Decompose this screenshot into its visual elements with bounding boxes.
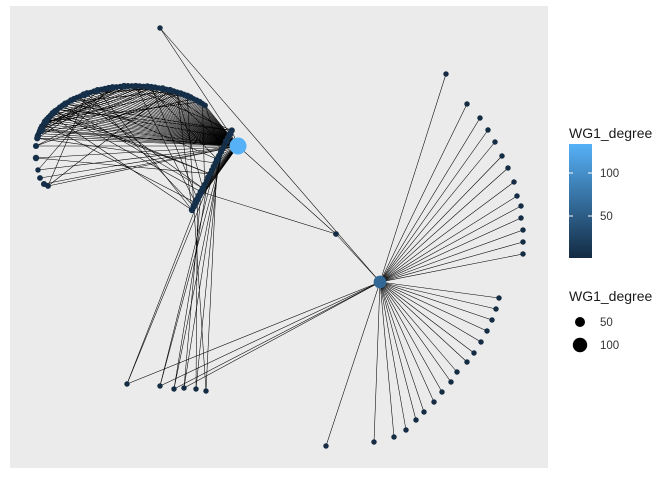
network-hub-node: [374, 276, 387, 289]
network-node: [39, 127, 46, 134]
network-node: [37, 175, 43, 181]
network-node: [323, 443, 328, 448]
network-node: [471, 350, 476, 355]
network-node: [489, 317, 494, 322]
network-node: [124, 381, 129, 386]
network-node: [157, 25, 162, 30]
color-legend-label-50: 50: [600, 211, 613, 223]
network-node: [496, 295, 501, 300]
network-node: [439, 389, 444, 394]
network-node: [193, 386, 198, 391]
network-node: [391, 434, 396, 439]
network-node: [520, 239, 525, 244]
network-node: [511, 179, 516, 184]
network-node: [492, 139, 497, 144]
size-legend-dot-50: [575, 317, 585, 327]
network-node: [454, 369, 459, 374]
network-node: [203, 388, 208, 393]
network-node: [189, 207, 195, 213]
network-node: [514, 193, 519, 198]
color-legend-title: WG1_degree: [569, 125, 652, 141]
color-legend: WG1_degree 100 50: [569, 125, 652, 258]
size-legend-label-50: 50: [600, 317, 613, 329]
network-node: [520, 227, 525, 232]
network-hub-node: [229, 137, 246, 154]
network-node: [499, 153, 504, 158]
network-node: [33, 155, 39, 161]
network-node: [421, 409, 426, 414]
size-legend-label-100: 100: [600, 340, 619, 352]
color-legend-label-100: 100: [600, 168, 619, 180]
network-node: [171, 386, 176, 391]
network-node: [520, 251, 525, 256]
network-node: [33, 143, 39, 149]
plot-panel: [10, 6, 548, 468]
network-node: [371, 439, 376, 444]
network-node: [485, 127, 490, 132]
network-node: [202, 103, 207, 108]
network-node: [413, 417, 418, 422]
network-node: [45, 183, 51, 189]
network-node: [157, 383, 162, 388]
size-legend-title: WG1_degree: [569, 288, 652, 304]
network-node: [505, 165, 510, 170]
network-node: [518, 215, 523, 220]
network-node: [181, 385, 186, 390]
network-node: [478, 339, 483, 344]
network-node: [464, 101, 469, 106]
network-node: [493, 306, 498, 311]
network-node: [443, 71, 448, 76]
network-node: [431, 399, 436, 404]
network-node: [464, 359, 469, 364]
network-node: [448, 379, 453, 384]
network-node: [333, 231, 339, 237]
color-legend-bar: [569, 144, 592, 258]
network-node: [477, 115, 482, 120]
network-node: [403, 427, 408, 432]
network-node: [35, 167, 40, 172]
size-legend: WG1_degree 50 100: [569, 288, 652, 352]
network-node: [43, 119, 50, 126]
network-node: [484, 328, 489, 333]
network-node: [518, 203, 523, 208]
size-legend-dot-100: [573, 338, 587, 352]
